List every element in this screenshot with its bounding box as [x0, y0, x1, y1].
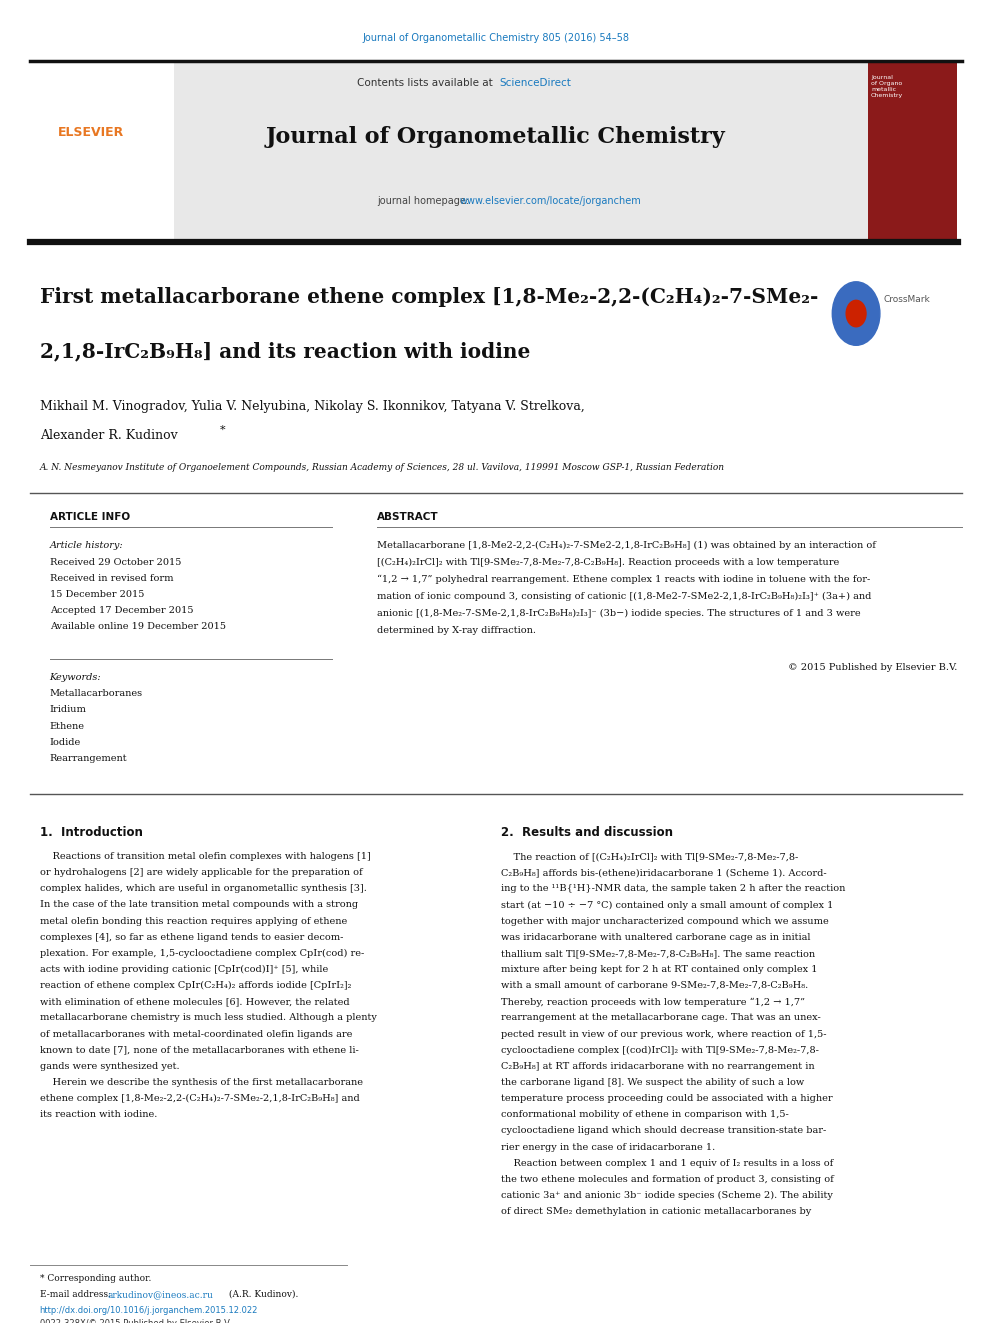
Text: cyclooctadiene ligand which should decrease transition-state bar-: cyclooctadiene ligand which should decre…	[501, 1126, 826, 1135]
Text: determined by X-ray diffraction.: determined by X-ray diffraction.	[377, 626, 536, 635]
Text: (A.R. Kudinov).: (A.R. Kudinov).	[226, 1290, 299, 1299]
Text: www.elsevier.com/locate/jorganchem: www.elsevier.com/locate/jorganchem	[459, 196, 641, 206]
Text: In the case of the late transition metal compounds with a strong: In the case of the late transition metal…	[40, 901, 358, 909]
Text: Iodide: Iodide	[50, 738, 81, 746]
Text: 1.  Introduction: 1. Introduction	[40, 826, 143, 839]
Text: Received in revised form: Received in revised form	[50, 574, 173, 583]
Text: was iridacarborane with unaltered carborane cage as in initial: was iridacarborane with unaltered carbor…	[501, 933, 810, 942]
Text: 2,1,8-IrC₂B₉H₈] and its reaction with iodine: 2,1,8-IrC₂B₉H₈] and its reaction with io…	[40, 341, 530, 361]
Text: arkudinov@ineos.ac.ru: arkudinov@ineos.ac.ru	[107, 1290, 213, 1299]
Bar	[30, 62, 174, 242]
Text: Contents lists available at: Contents lists available at	[357, 78, 496, 89]
Text: [(C₂H₄)₂IrCl]₂ with Tl[9-SMe₂-7,8-Me₂-7,8-C₂B₉H₈]. Reaction proceeds with a low : [(C₂H₄)₂IrCl]₂ with Tl[9-SMe₂-7,8-Me₂-7,…	[377, 558, 839, 568]
Text: First metallacarborane ethene complex [1,8-Me₂-2,2-(C₂H₄)₂-7-SMe₂-: First metallacarborane ethene complex [1…	[40, 287, 818, 307]
Text: pected result in view of our previous work, where reaction of 1,5-: pected result in view of our previous wo…	[501, 1029, 826, 1039]
Text: Reaction between complex 1 and 1 equiv of I₂ results in a loss of: Reaction between complex 1 and 1 equiv o…	[501, 1159, 833, 1168]
Text: Accepted 17 December 2015: Accepted 17 December 2015	[50, 606, 193, 615]
Text: gands were synthesized yet.: gands were synthesized yet.	[40, 1062, 180, 1070]
Text: CrossMark: CrossMark	[884, 295, 930, 304]
Text: anionic [(1,8-Me₂-7-SMe-2,1,8-IrC₂B₉H₈)₂I₃]⁻ (3b−) iodide species. The structure: anionic [(1,8-Me₂-7-SMe-2,1,8-IrC₂B₉H₈)₂…	[377, 609, 861, 618]
Text: complex halides, which are useful in organometallic synthesis [3].: complex halides, which are useful in org…	[40, 884, 367, 893]
Text: ethene complex [1,8-Me₂-2,2-(C₂H₄)₂-7-SMe₂-2,1,8-IrC₂B₉H₈] and: ethene complex [1,8-Me₂-2,2-(C₂H₄)₂-7-SM…	[40, 1094, 359, 1103]
Text: thallium salt Tl[9-SMe₂-7,8-Me₂-7,8-C₂B₉H₈]. The same reaction: thallium salt Tl[9-SMe₂-7,8-Me₂-7,8-C₂B₉…	[501, 949, 815, 958]
Text: C₂B₉H₈] at RT affords iridacarborane with no rearrangement in: C₂B₉H₈] at RT affords iridacarborane wit…	[501, 1062, 814, 1070]
Text: “1,2 → 1,7” polyhedral rearrangement. Ethene complex 1 reacts with iodine in tol: “1,2 → 1,7” polyhedral rearrangement. Et…	[377, 576, 870, 585]
Text: temperature process proceeding could be associated with a higher: temperature process proceeding could be …	[501, 1094, 832, 1103]
Text: of direct SMe₂ demethylation in cationic metallacarboranes by: of direct SMe₂ demethylation in cationic…	[501, 1207, 811, 1216]
Text: ScienceDirect: ScienceDirect	[499, 78, 570, 89]
Text: reaction of ethene complex CpIr(C₂H₄)₂ affords iodide [CpIrI₂]₂: reaction of ethene complex CpIr(C₂H₄)₂ a…	[40, 982, 351, 990]
Text: 0022-328X/© 2015 Published by Elsevier B.V.: 0022-328X/© 2015 Published by Elsevier B…	[40, 1319, 231, 1323]
Text: its reaction with iodine.: its reaction with iodine.	[40, 1110, 157, 1119]
Text: with elimination of ethene molecules [6]. However, the related: with elimination of ethene molecules [6]…	[40, 998, 349, 1007]
Text: Available online 19 December 2015: Available online 19 December 2015	[50, 622, 225, 631]
Text: known to date [7], none of the metallacarboranes with ethene li-: known to date [7], none of the metallaca…	[40, 1045, 358, 1054]
Text: Journal of Organometallic Chemistry: Journal of Organometallic Chemistry	[266, 126, 726, 148]
Text: ABSTRACT: ABSTRACT	[377, 512, 438, 523]
Text: E-mail address:: E-mail address:	[40, 1290, 114, 1299]
Text: ARTICLE INFO: ARTICLE INFO	[50, 512, 130, 523]
Bar	[868, 62, 957, 242]
Text: Journal of Organometallic Chemistry 805 (2016) 54–58: Journal of Organometallic Chemistry 805 …	[362, 33, 630, 44]
Text: Metallacarborane [1,8-Me2-2,2-(C₂H₄)₂-7-SMe2-2,1,8-IrC₂B₉H₈] (1) was obtained by: Metallacarborane [1,8-Me2-2,2-(C₂H₄)₂-7-…	[377, 541, 876, 550]
Text: The reaction of [(C₂H₄)₂IrCl]₂ with Tl[9-SMe₂-7,8-Me₂-7,8-: The reaction of [(C₂H₄)₂IrCl]₂ with Tl[9…	[501, 852, 799, 861]
Text: Alexander R. Kudinov: Alexander R. Kudinov	[40, 429, 178, 442]
Text: Journal
of Organo
metallic
Chemistry: Journal of Organo metallic Chemistry	[871, 75, 904, 98]
Bar	[30, 62, 868, 242]
Text: plexation. For example, 1,5-cyclooctadiene complex CpIr(cod) re-: plexation. For example, 1,5-cyclooctadie…	[40, 949, 364, 958]
Text: Rearrangement: Rearrangement	[50, 754, 127, 763]
Text: acts with iodine providing cationic [CpIr(cod)I]⁺ [5], while: acts with iodine providing cationic [CpI…	[40, 964, 328, 974]
Text: Mikhail M. Vinogradov, Yulia V. Nelyubina, Nikolay S. Ikonnikov, Tatyana V. Stre: Mikhail M. Vinogradov, Yulia V. Nelyubin…	[40, 400, 584, 413]
Text: Keywords:: Keywords:	[50, 673, 101, 683]
Text: rier energy in the case of iridacarborane 1.: rier energy in the case of iridacarboran…	[501, 1143, 715, 1151]
Text: Ethene: Ethene	[50, 721, 84, 730]
Text: A. N. Nesmeyanov Institute of Organoelement Compounds, Russian Academy of Scienc: A. N. Nesmeyanov Institute of Organoelem…	[40, 463, 725, 472]
Text: together with major uncharacterized compound which we assume: together with major uncharacterized comp…	[501, 917, 828, 926]
Circle shape	[832, 282, 880, 345]
Text: * Corresponding author.: * Corresponding author.	[40, 1274, 151, 1283]
Text: Iridium: Iridium	[50, 705, 86, 714]
Text: metallacarborane chemistry is much less studied. Although a plenty: metallacarborane chemistry is much less …	[40, 1013, 377, 1023]
Text: *: *	[220, 425, 226, 435]
Text: http://dx.doi.org/10.1016/j.jorganchem.2015.12.022: http://dx.doi.org/10.1016/j.jorganchem.2…	[40, 1306, 258, 1315]
Text: Article history:: Article history:	[50, 541, 123, 550]
Text: Metallacarboranes: Metallacarboranes	[50, 689, 143, 699]
Text: with a small amount of carborane 9-SMe₂-7,8-Me₂-7,8-C₂B₉H₈.: with a small amount of carborane 9-SMe₂-…	[501, 982, 808, 990]
Text: Thereby, reaction proceeds with low temperature “1,2 → 1,7”: Thereby, reaction proceeds with low temp…	[501, 998, 805, 1007]
Text: Herein we describe the synthesis of the first metallacarborane: Herein we describe the synthesis of the …	[40, 1078, 363, 1088]
Text: metal olefin bonding this reaction requires applying of ethene: metal olefin bonding this reaction requi…	[40, 917, 347, 926]
Text: complexes [4], so far as ethene ligand tends to easier decom-: complexes [4], so far as ethene ligand t…	[40, 933, 343, 942]
Text: of metallacarboranes with metal-coordinated olefin ligands are: of metallacarboranes with metal-coordina…	[40, 1029, 352, 1039]
Text: © 2015 Published by Elsevier B.V.: © 2015 Published by Elsevier B.V.	[788, 663, 957, 672]
Text: conformational mobility of ethene in comparison with 1,5-: conformational mobility of ethene in com…	[501, 1110, 789, 1119]
Text: ELSEVIER: ELSEVIER	[58, 126, 124, 139]
Circle shape	[846, 300, 866, 327]
Text: Reactions of transition metal olefin complexes with halogens [1]: Reactions of transition metal olefin com…	[40, 852, 370, 861]
Text: C₂B₉H₈] affords bis-(ethene)iridacarborane 1 (Scheme 1). Accord-: C₂B₉H₈] affords bis-(ethene)iridacarbora…	[501, 868, 826, 877]
Text: mation of ionic compound 3, consisting of cationic [(1,8-Me2-7-SMe2-2,1,8-IrC₂B₉: mation of ionic compound 3, consisting o…	[377, 591, 871, 601]
Text: start (at −10 ÷ −7 °C) contained only a small amount of complex 1: start (at −10 ÷ −7 °C) contained only a …	[501, 901, 833, 909]
Text: rearrangement at the metallacarborane cage. That was an unex-: rearrangement at the metallacarborane ca…	[501, 1013, 820, 1023]
Text: journal homepage:: journal homepage:	[377, 196, 472, 206]
Text: ing to the ¹¹B{¹H}-NMR data, the sample taken 2 h after the reaction: ing to the ¹¹B{¹H}-NMR data, the sample …	[501, 884, 845, 893]
Text: 2.  Results and discussion: 2. Results and discussion	[501, 826, 673, 839]
Text: cationic 3a⁺ and anionic 3b⁻ iodide species (Scheme 2). The ability: cationic 3a⁺ and anionic 3b⁻ iodide spec…	[501, 1191, 833, 1200]
Text: mixture after being kept for 2 h at RT contained only complex 1: mixture after being kept for 2 h at RT c…	[501, 964, 817, 974]
Text: the carborane ligand [8]. We suspect the ability of such a low: the carborane ligand [8]. We suspect the…	[501, 1078, 805, 1088]
Text: or hydrohalogens [2] are widely applicable for the preparation of: or hydrohalogens [2] are widely applicab…	[40, 868, 362, 877]
Text: 15 December 2015: 15 December 2015	[50, 590, 144, 599]
Text: Received 29 October 2015: Received 29 October 2015	[50, 558, 181, 568]
Text: cyclooctadiene complex [(cod)IrCl]₂ with Tl[9-SMe₂-7,8-Me₂-7,8-: cyclooctadiene complex [(cod)IrCl]₂ with…	[501, 1045, 818, 1054]
Text: the two ethene molecules and formation of product 3, consisting of: the two ethene molecules and formation o…	[501, 1175, 833, 1184]
